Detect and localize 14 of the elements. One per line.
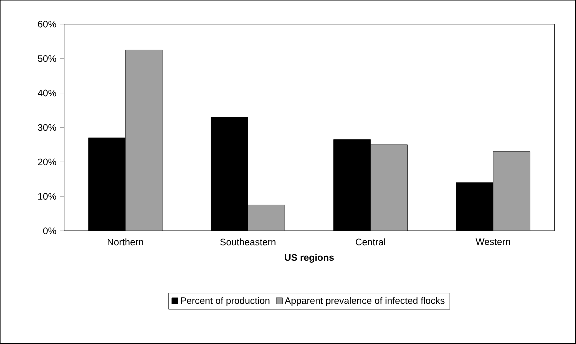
y-tick-label: 40% xyxy=(38,90,56,96)
x-axis-title: US regions xyxy=(285,254,334,263)
x-tick-label: Central xyxy=(356,238,386,246)
legend-label: Apparent prevalence of infected flocks xyxy=(284,297,445,306)
y-tick-label: 20% xyxy=(38,158,56,166)
y-tick-label: 30% xyxy=(38,124,56,131)
x-tick-label: Southeastern xyxy=(220,238,276,246)
x-tick-label: Western xyxy=(476,238,510,246)
x-tick-label: Northern xyxy=(108,238,144,246)
y-tick-label: 10% xyxy=(38,193,56,200)
y-tick-label: 0% xyxy=(43,228,56,234)
legend-label: Percent of production xyxy=(181,297,270,306)
y-tick-label: 50% xyxy=(38,55,56,62)
y-tick-label: 60% xyxy=(38,20,56,28)
